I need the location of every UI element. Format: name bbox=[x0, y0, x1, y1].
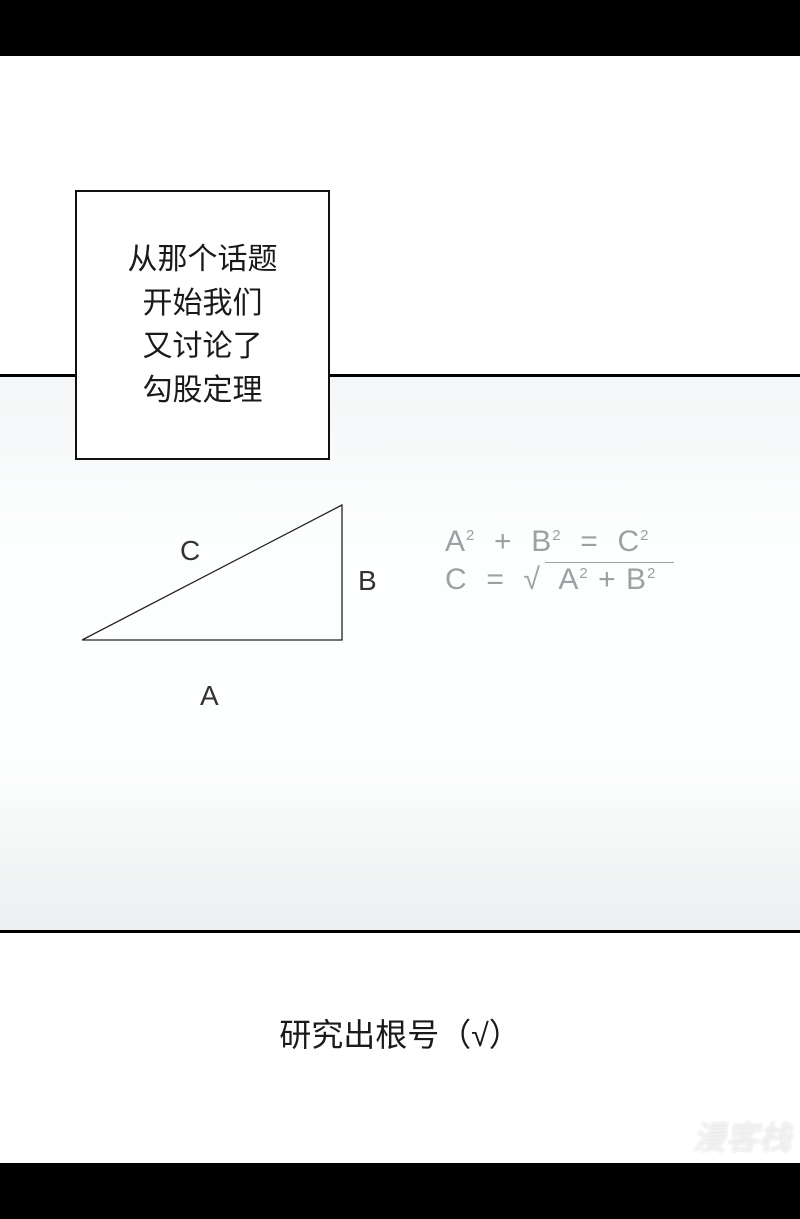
sqrt-content: A2 + B2 bbox=[541, 563, 674, 597]
f2-a2: 2 bbox=[579, 565, 588, 582]
f1-a: A bbox=[445, 525, 466, 558]
triangle-svg bbox=[82, 495, 382, 695]
panel-border-bottom bbox=[0, 930, 800, 933]
f2-plus: + bbox=[598, 563, 617, 596]
f2-b: B bbox=[626, 563, 647, 596]
caption-box: 从那个话题 开始我们 又讨论了 勾股定理 bbox=[75, 190, 330, 460]
top-black-bar bbox=[0, 0, 800, 56]
bottom-caption: 研究出根号（√） bbox=[0, 1010, 800, 1056]
triangle-label-c: C bbox=[180, 535, 200, 567]
sqrt-icon: √ bbox=[524, 563, 541, 596]
sqrt-bar: A2 + B2 bbox=[545, 562, 674, 596]
caption-line-4: 勾股定理 bbox=[143, 374, 263, 407]
f1-a2: 2 bbox=[466, 527, 475, 544]
triangle-label-b: B bbox=[358, 565, 377, 597]
triangle-label-a: A bbox=[200, 680, 219, 712]
f2-c: C bbox=[445, 563, 468, 596]
formula-block: A2 + B2 = C2 C = √ A2 + B2 bbox=[445, 525, 765, 601]
f2-eq: = bbox=[486, 563, 505, 596]
triangle-diagram bbox=[82, 495, 382, 695]
triangle-shape bbox=[82, 505, 342, 640]
f1-c2: 2 bbox=[640, 527, 649, 544]
formula-line-2: C = √ A2 + B2 bbox=[445, 563, 765, 597]
caption-text: 从那个话题 开始我们 又讨论了 勾股定理 bbox=[128, 238, 278, 412]
watermark-text: 漫客栈 bbox=[693, 1113, 792, 1159]
f1-eq: = bbox=[580, 525, 599, 558]
bottom-black-bar bbox=[0, 1163, 800, 1219]
formula-line-1: A2 + B2 = C2 bbox=[445, 525, 765, 559]
f1-c: C bbox=[617, 525, 640, 558]
f1-plus: + bbox=[494, 525, 513, 558]
caption-line-2: 开始我们 bbox=[143, 287, 263, 320]
f2-b2: 2 bbox=[647, 565, 656, 582]
f1-b2: 2 bbox=[552, 527, 561, 544]
caption-line-1: 从那个话题 bbox=[128, 243, 278, 276]
caption-line-3: 又讨论了 bbox=[143, 330, 263, 363]
f2-a: A bbox=[558, 563, 579, 596]
f1-b: B bbox=[531, 525, 552, 558]
